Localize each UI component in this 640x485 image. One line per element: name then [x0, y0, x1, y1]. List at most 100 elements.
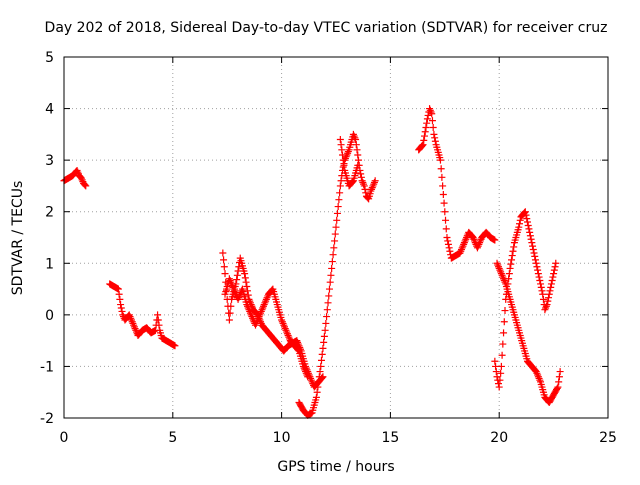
data-point	[523, 215, 531, 223]
data-point	[241, 274, 249, 282]
data-point	[491, 236, 499, 244]
data-point	[294, 345, 302, 353]
data-point	[171, 342, 179, 350]
data-point	[331, 230, 339, 238]
data-point	[336, 189, 344, 197]
data-point	[114, 285, 122, 293]
series-layer	[60, 105, 564, 419]
data-point	[446, 247, 454, 255]
data-point	[344, 148, 352, 156]
data-point	[552, 259, 560, 267]
data-point	[353, 146, 361, 154]
data-point	[313, 388, 321, 396]
data-point	[283, 330, 291, 338]
data-point	[283, 328, 291, 336]
data-point	[327, 271, 335, 279]
data-point	[524, 221, 532, 229]
data-point	[442, 225, 450, 233]
data-point	[523, 218, 531, 226]
data-point	[459, 242, 467, 250]
series-arc2	[106, 280, 179, 350]
data-point	[500, 276, 508, 284]
data-point	[236, 292, 244, 300]
data-point	[539, 290, 547, 298]
data-point	[336, 136, 344, 144]
data-point	[317, 362, 325, 370]
data-point	[536, 376, 544, 384]
data-point	[507, 260, 515, 268]
data-point	[337, 141, 345, 149]
data-point	[367, 187, 375, 195]
series-arc8	[491, 208, 560, 391]
data-point	[529, 246, 537, 254]
data-point	[328, 264, 336, 272]
data-point	[508, 252, 516, 260]
tick-layer: 0 5 10 15 20 25 -2 -1 0 1 2 3 4 5	[40, 50, 617, 446]
data-point	[248, 313, 256, 321]
data-point	[548, 276, 556, 284]
data-point	[281, 323, 289, 331]
data-point	[130, 321, 138, 329]
data-point	[279, 319, 287, 327]
data-point	[525, 225, 533, 233]
data-point	[234, 295, 242, 303]
data-point	[495, 264, 503, 272]
series-arc7	[415, 105, 499, 262]
data-point	[244, 291, 252, 299]
data-point	[263, 294, 271, 302]
data-point	[494, 261, 502, 269]
data-point	[498, 351, 506, 359]
data-point	[549, 273, 557, 281]
data-point	[521, 208, 529, 216]
x-tick-label: 25	[599, 430, 617, 446]
data-point	[444, 240, 452, 248]
data-point	[354, 161, 362, 169]
data-point	[304, 373, 312, 381]
data-point	[555, 373, 563, 381]
data-point	[530, 249, 538, 257]
data-point	[318, 350, 326, 358]
data-point	[221, 270, 229, 278]
data-point	[370, 178, 378, 186]
data-point	[330, 244, 338, 252]
data-point	[243, 282, 251, 290]
data-point	[229, 283, 237, 291]
data-point	[243, 301, 251, 309]
data-point	[497, 369, 505, 377]
data-point	[226, 276, 234, 284]
data-point	[284, 331, 292, 339]
data-point	[130, 323, 138, 331]
data-point	[500, 275, 508, 283]
data-point	[527, 235, 535, 243]
x-tick-label: 0	[60, 430, 69, 446]
data-point	[364, 194, 372, 202]
data-point	[543, 301, 551, 309]
data-point	[556, 368, 564, 376]
plot-frame	[63, 56, 609, 419]
data-point	[368, 185, 376, 193]
data-point	[230, 287, 238, 295]
y-tick-label: 2	[45, 205, 54, 221]
data-point	[323, 313, 331, 321]
data-point	[246, 307, 254, 315]
data-point	[501, 307, 509, 315]
data-point	[429, 123, 437, 131]
data-point	[430, 130, 438, 138]
data-point	[497, 270, 505, 278]
data-point	[74, 168, 82, 176]
data-point	[128, 318, 136, 326]
data-point	[280, 321, 288, 329]
data-point	[545, 294, 553, 302]
data-point	[323, 306, 331, 314]
data-point	[325, 285, 333, 293]
series-arc9	[493, 259, 564, 407]
data-point	[469, 234, 477, 241]
data-point	[426, 106, 434, 114]
data-point	[228, 280, 236, 288]
x-tick-label: 15	[381, 430, 399, 446]
data-point	[82, 182, 90, 190]
data-point	[538, 287, 546, 295]
data-point	[476, 239, 484, 247]
data-point	[242, 278, 250, 286]
